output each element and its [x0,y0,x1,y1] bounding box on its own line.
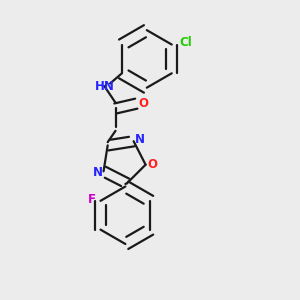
Text: HN: HN [94,80,114,93]
Text: N: N [93,166,103,179]
Text: N: N [134,133,144,146]
Text: O: O [148,158,158,171]
Text: F: F [88,193,95,206]
Text: Cl: Cl [180,36,193,50]
Text: O: O [138,97,148,110]
